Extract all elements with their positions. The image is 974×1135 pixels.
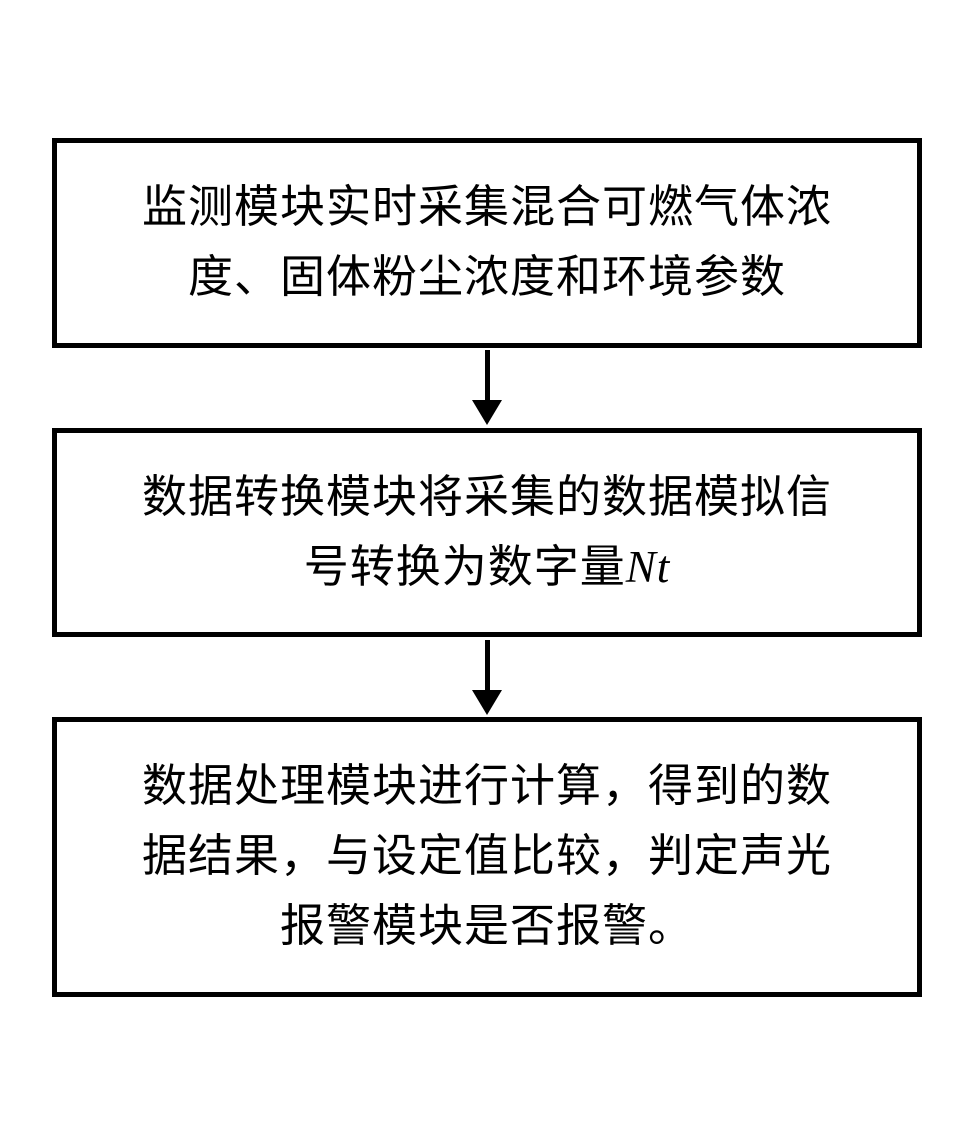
text-line: 度、固体粉尘浓度和环境参数	[188, 252, 786, 302]
arrow-head-icon	[472, 690, 502, 715]
flowchart-box-conversion: 数据转换模块将采集的数据模拟信 号转换为数字量Nt	[52, 428, 922, 638]
flowchart-box-monitoring: 监测模块实时采集混合可燃气体浓 度、固体粉尘浓度和环境参数	[52, 138, 922, 348]
text-line: 数据转换模块将采集的数据模拟信	[142, 472, 832, 522]
flowchart-container: 监测模块实时采集混合可燃气体浓 度、固体粉尘浓度和环境参数 数据转换模块将采集的…	[0, 98, 974, 1036]
text-line: 监测模块实时采集混合可燃气体浓	[142, 182, 832, 232]
flowchart-arrow	[472, 348, 502, 428]
text-italic-variable: Nt	[626, 542, 671, 592]
arrow-line	[485, 640, 490, 690]
box-text: 数据处理模块进行计算，得到的数 据结果，与设定值比较，判定声光 报警模块是否报警…	[142, 752, 832, 961]
arrow-line	[485, 350, 490, 400]
flowchart-arrow	[472, 637, 502, 717]
box-text: 监测模块实时采集混合可燃气体浓 度、固体粉尘浓度和环境参数	[142, 173, 832, 313]
text-line-prefix: 号转换为数字量	[304, 542, 626, 592]
text-line: 报警模块是否报警。	[280, 901, 694, 951]
box-text: 数据转换模块将采集的数据模拟信 号转换为数字量Nt	[142, 463, 832, 603]
text-line: 数据处理模块进行计算，得到的数	[142, 761, 832, 811]
text-line: 据结果，与设定值比较，判定声光	[142, 831, 832, 881]
arrow-head-icon	[472, 400, 502, 425]
flowchart-box-processing: 数据处理模块进行计算，得到的数 据结果，与设定值比较，判定声光 报警模块是否报警…	[52, 717, 922, 996]
